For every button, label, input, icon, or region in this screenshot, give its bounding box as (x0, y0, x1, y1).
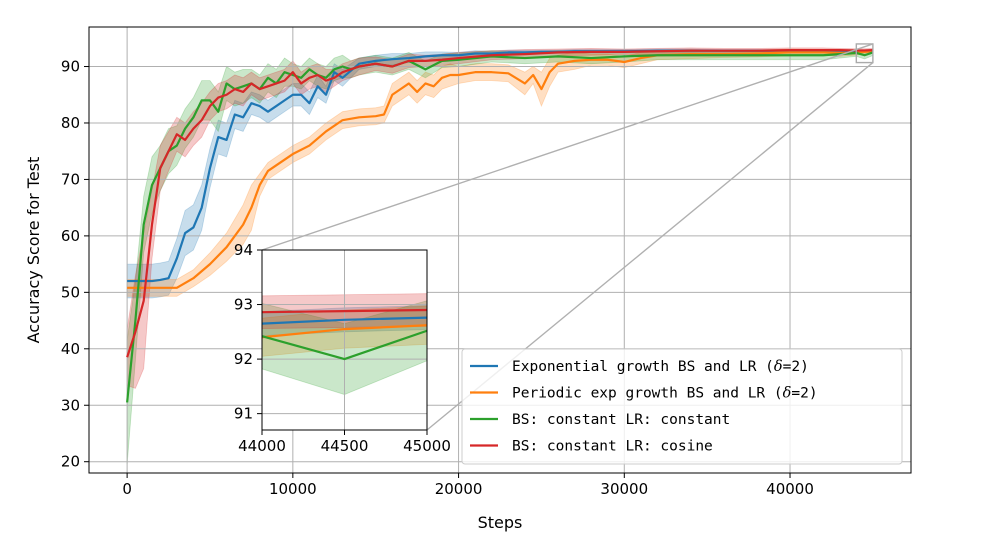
zoom-connector-line (261, 43, 874, 251)
legend-label: BS: constant LR: constant (512, 412, 730, 428)
legend-item: BS: constant LR: constant (470, 412, 730, 428)
legend-item: Exponential growth BS and LR (δ=2) (470, 359, 809, 375)
inset-line-series-4 (261, 308, 428, 314)
main-y-tick-label: 20 (61, 453, 80, 471)
inset-x-tick-label: 45000 (403, 437, 451, 455)
main-y-tick-label: 60 (61, 227, 80, 245)
main-line-series-3 (126, 51, 874, 403)
inset-line-series-3 (261, 329, 428, 361)
inset-y-ticks: 91 92 93 94 (234, 241, 262, 423)
inset-line-series-2 (261, 324, 428, 339)
inset-x-tick-label: 44000 (238, 437, 286, 455)
main-y-tick-label: 70 (61, 170, 80, 188)
main-x-tick-label: 40000 (766, 480, 814, 498)
x-axis-label: Steps (478, 513, 523, 532)
legend: Exponential growth BS and LR (δ=2) Period… (461, 348, 903, 465)
inset-y-tick-label: 93 (234, 296, 253, 314)
legend-label: Exponential growth BS and LR (δ=2) (512, 359, 809, 375)
main-x-tick-label: 20000 (435, 480, 483, 498)
inset-line-series-1 (261, 316, 428, 325)
main-y-ticks: 20 30 40 50 60 70 80 90 (61, 58, 89, 471)
inset-x-tick-label: 44500 (321, 437, 369, 455)
main-y-tick-label: 30 (61, 396, 80, 414)
inset-y-tick-label: 94 (234, 241, 253, 259)
inset-zoom-plot: 44000 44500 45000 91 92 93 94 (234, 241, 451, 455)
main-x-tick-label: 0 (122, 480, 132, 498)
main-y-tick-label: 90 (61, 58, 80, 76)
inset-y-tick-label: 91 (234, 405, 253, 423)
legend-item: Periodic exp growth BS and LR (δ=2) (470, 386, 818, 402)
main-line-series-4 (126, 49, 873, 358)
legend-box (461, 348, 903, 465)
inset-y-tick-label: 92 (234, 350, 253, 368)
zoom-region-box (855, 43, 874, 64)
y-axis-label: Accuracy Score for Test (24, 157, 43, 344)
main-y-tick-label: 40 (61, 340, 80, 358)
main-y-tick-label: 80 (61, 114, 80, 132)
legend-item: BS: constant LR: cosine (470, 439, 713, 455)
main-x-ticks: 0 10000 20000 30000 40000 (122, 473, 814, 498)
main-series-lines (126, 49, 874, 403)
main-x-tick-label: 30000 (600, 480, 648, 498)
legend-label: Periodic exp growth BS and LR (δ=2) (512, 386, 818, 402)
main-plot-frame (88, 26, 912, 474)
legend-label: BS: constant LR: cosine (512, 439, 713, 455)
inset-series-lines (261, 308, 428, 361)
main-y-tick-label: 50 (61, 283, 80, 301)
main-x-tick-label: 10000 (269, 480, 317, 498)
inset-x-ticks: 44000 44500 45000 (238, 430, 451, 455)
